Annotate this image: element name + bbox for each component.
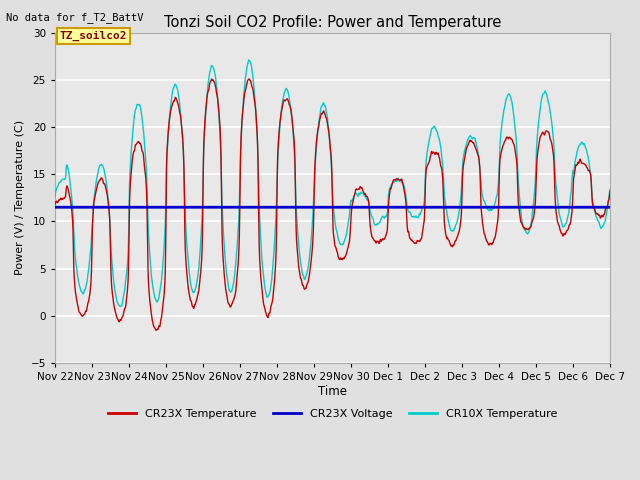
Text: TZ_soilco2: TZ_soilco2: [60, 31, 127, 41]
Title: Tonzi Soil CO2 Profile: Power and Temperature: Tonzi Soil CO2 Profile: Power and Temper…: [164, 15, 501, 30]
X-axis label: Time: Time: [318, 385, 347, 398]
Y-axis label: Power (V) / Temperature (C): Power (V) / Temperature (C): [15, 120, 25, 276]
Text: No data for f_T2_BattV: No data for f_T2_BattV: [6, 12, 144, 23]
Legend: CR23X Temperature, CR23X Voltage, CR10X Temperature: CR23X Temperature, CR23X Voltage, CR10X …: [104, 405, 561, 423]
